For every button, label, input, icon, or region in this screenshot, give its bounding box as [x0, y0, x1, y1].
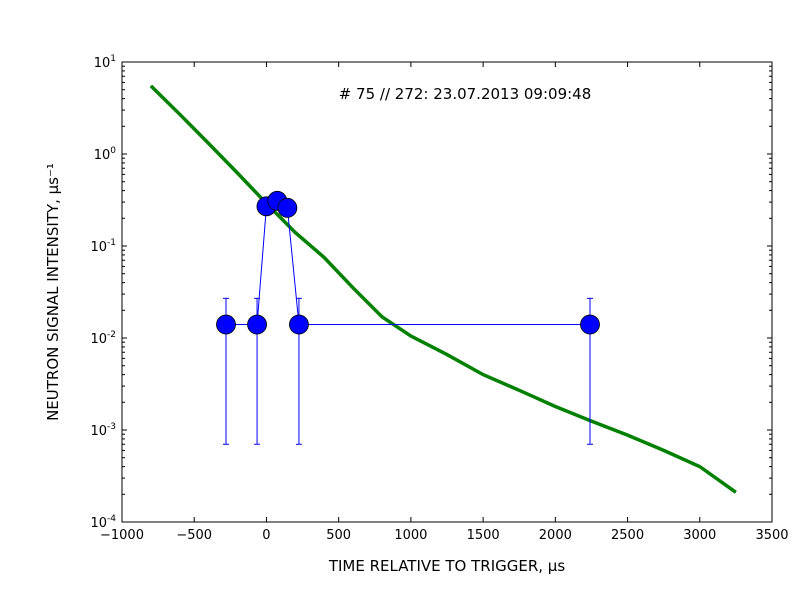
x-tick-label: −500	[176, 528, 212, 543]
data-point	[247, 314, 267, 335]
x-tick-label: 1000	[394, 528, 427, 543]
y-tick-label: 100	[94, 146, 117, 163]
y-tick-label: 10-1	[90, 238, 116, 255]
x-tick-label: 0	[262, 528, 270, 543]
series-fit-curve	[149, 84, 737, 494]
x-tick-label: 500	[326, 528, 351, 543]
x-tick-label: 1500	[467, 528, 500, 543]
x-axis-label: TIME RELATIVE TO TRIGGER, μs	[328, 557, 566, 575]
axis-ticks: −1000 −500 0 500 1000 1500 2000 2500 3000 3500 10-…	[90, 54, 788, 543]
annotation-label: # 75 // 272: 23.07.2013 09:09:48	[339, 85, 592, 103]
x-tick-label: 2500	[611, 528, 644, 543]
x-tick-label: −1000	[100, 528, 144, 543]
data-point	[580, 314, 600, 335]
x-tick-label: 3500	[755, 528, 788, 543]
y-tick-label: 10-2	[90, 330, 116, 347]
series-errorbars	[223, 200, 593, 445]
y-tick-label: 10-4	[90, 514, 116, 531]
data-point	[277, 197, 298, 218]
y-axis-label: NEUTRON SIGNAL INTENSITY, μs⁻¹	[44, 163, 62, 421]
fit-curve-line	[149, 84, 737, 494]
x-tick-label: 3000	[683, 528, 716, 543]
x-tick-label: 2000	[539, 528, 572, 543]
data-point	[216, 314, 236, 335]
data-point	[289, 314, 309, 335]
plot-frame	[121, 61, 773, 523]
y-tick-label: 10-3	[90, 422, 116, 439]
y-tick-label: 101	[94, 54, 116, 71]
series-data-points	[216, 190, 600, 335]
